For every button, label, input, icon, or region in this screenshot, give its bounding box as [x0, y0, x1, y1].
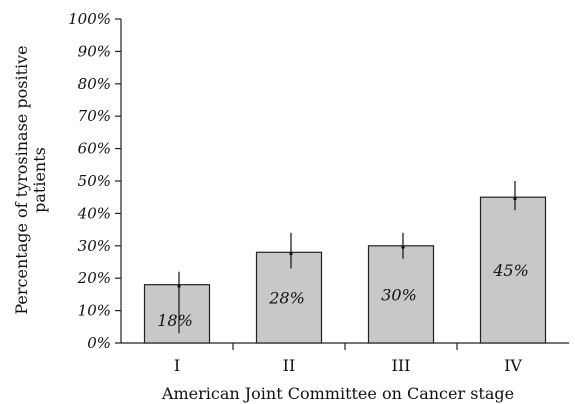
- x-category-label: IV: [504, 356, 522, 375]
- x-axis-title: American Joint Committee on Cancer stage: [161, 384, 514, 403]
- y-tick-label: 80%: [78, 75, 111, 93]
- y-axis-title-line-1: Percentage of tyrosinase positive: [12, 45, 31, 314]
- bar-mean-marker: [177, 284, 181, 288]
- y-tick-label: 10%: [78, 302, 111, 320]
- y-tick-label: 0%: [87, 334, 111, 352]
- y-tick-label: 100%: [68, 10, 111, 28]
- y-tick-label: 70%: [78, 107, 111, 125]
- bar: [479, 196, 547, 344]
- y-tick-label: 40%: [77, 204, 111, 222]
- y-tick-label: 50%: [78, 172, 111, 190]
- plot-area: 0% 10% 20% 30% 40% 50% 60% 70% 80% 90% 100% 18% I 28%…: [68, 10, 569, 375]
- y-tick-label: 60%: [78, 140, 111, 158]
- bar: [367, 245, 435, 344]
- data-label: 18%: [157, 311, 193, 330]
- bar-mean-marker: [401, 245, 405, 249]
- x-category-label: II: [283, 356, 296, 375]
- y-axis-title: Percentage of tyrosinase positive patien…: [12, 45, 49, 314]
- bar-mean-marker: [513, 197, 517, 201]
- y-tick-label: 90%: [78, 42, 111, 60]
- x-category-label: III: [392, 356, 411, 375]
- bar: [143, 284, 211, 344]
- bar-mean-marker: [289, 252, 293, 256]
- y-tick-label: 20%: [77, 269, 111, 287]
- y-axis-title-line-2: patients: [30, 147, 49, 213]
- data-label: 28%: [268, 289, 305, 308]
- bar: [255, 251, 323, 344]
- y-tick-label: 30%: [78, 237, 111, 255]
- data-label: 30%: [381, 285, 417, 304]
- x-category-label: I: [174, 356, 180, 375]
- data-label: 45%: [492, 261, 529, 280]
